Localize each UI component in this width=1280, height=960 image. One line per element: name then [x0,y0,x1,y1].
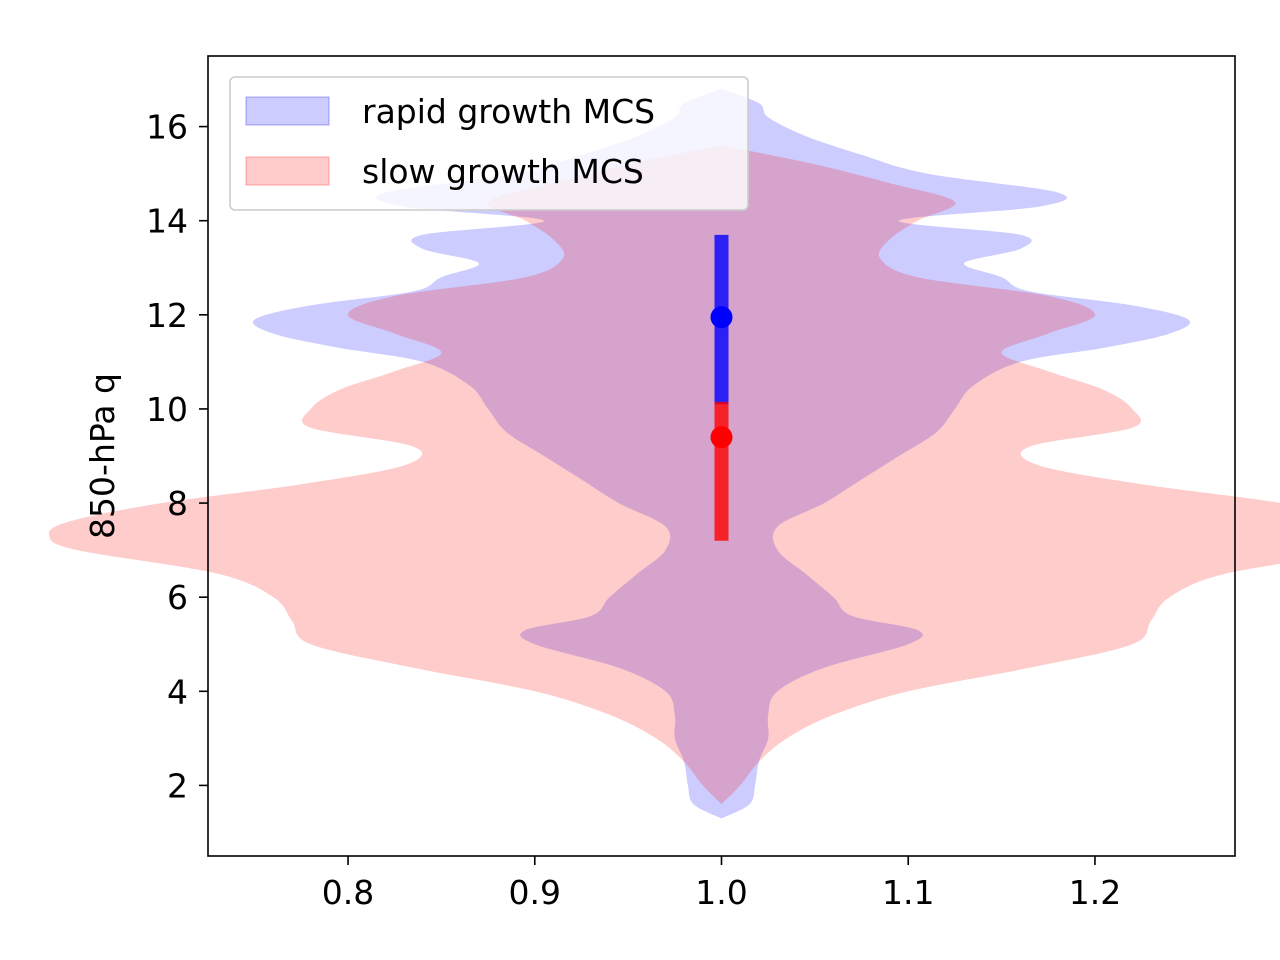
y-tick-label: 2 [167,766,188,805]
legend: rapid growth MCS slow growth MCS [229,76,749,211]
legend-label-slow: slow growth MCS [362,152,644,191]
legend-box [229,76,749,211]
y-tick-label: 10 [146,390,188,429]
median-point-slow [710,426,733,449]
y-tick-label: 14 [146,202,188,241]
iqr-bar-layer [710,234,733,541]
median-point-rapid [710,306,733,329]
x-tick-label: 1.0 [695,873,747,912]
legend-swatch-rapid [245,96,330,126]
x-tick-label: 0.8 [322,873,374,912]
y-tick-label: 12 [146,296,188,335]
legend-label-rapid: rapid growth MCS [362,92,655,131]
x-tick-label: 0.9 [509,873,561,912]
y-tick-label: 6 [167,578,188,617]
y-tick-label: 4 [167,672,188,711]
x-tick-label: 1.2 [1069,873,1121,912]
x-axis: 0.8 0.9 1.0 1.1 1.2 [322,856,1121,912]
y-axis: 2 4 6 8 10 12 14 16 [146,108,208,805]
x-tick-label: 1.1 [882,873,934,912]
y-axis-label: 850-hPa q [83,373,122,539]
violin-body-slow [48,145,1280,805]
y-tick-label: 16 [146,108,188,147]
y-tick-label: 8 [167,484,188,523]
legend-swatch-slow [245,156,330,186]
